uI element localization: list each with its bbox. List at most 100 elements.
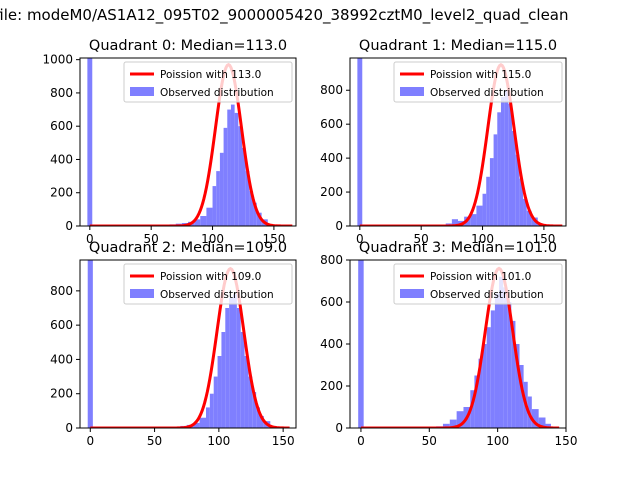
y-tick-label: 400 xyxy=(50,352,73,366)
histogram-bar xyxy=(229,297,233,428)
legend-box xyxy=(123,61,293,103)
x-tick-label: 50 xyxy=(414,232,429,246)
histogram-bar xyxy=(499,276,504,428)
histogram-bar xyxy=(486,176,490,226)
histogram-bar xyxy=(87,260,93,428)
y-tick-label: 800 xyxy=(50,284,73,298)
axes-frame xyxy=(79,57,297,227)
histogram-bar xyxy=(233,294,237,428)
histogram-bar xyxy=(500,97,505,226)
x-tick-label: 100 xyxy=(486,434,509,448)
histogram-bar xyxy=(523,198,527,226)
x-tick-label: 50 xyxy=(144,232,159,246)
legend-patch-swatch xyxy=(400,87,424,96)
legend: Poission with 113.0 Observed distribution xyxy=(123,61,293,103)
histogram-bar xyxy=(252,392,257,428)
histogram-bar xyxy=(476,205,483,226)
legend: Poission with 109.0 Observed distribution xyxy=(123,263,293,305)
y-tick-label: 600 xyxy=(50,318,73,332)
legend-box xyxy=(393,61,563,103)
histogram-bar xyxy=(249,191,254,226)
histogram-bar xyxy=(248,376,253,428)
legend-label: Observed distribution xyxy=(160,289,274,301)
y-tick-label: 400 xyxy=(320,151,343,165)
histogram-bar xyxy=(212,186,217,226)
subplot-quadrant-0: 0 50 100 150 0 200 400 600 800 1000 Quadrant 0: Me… xyxy=(42,38,297,246)
histogram-bar xyxy=(478,358,483,428)
histogram-bar xyxy=(486,327,491,428)
histogram-bar xyxy=(489,158,494,226)
subplot-quadrant-3: 0 50 100 150 0 200 400 600 800 Quadrant 3: Median… xyxy=(320,240,577,448)
fit-line xyxy=(359,63,563,226)
y-tick-label: 800 xyxy=(320,253,343,267)
x-tick-label: 100 xyxy=(207,434,230,448)
subplot-title: Quadrant 1: Median=115.0 xyxy=(359,38,557,54)
histogram-bar xyxy=(238,126,242,226)
histogram-bar xyxy=(193,422,200,428)
legend-label: Observed distribution xyxy=(430,87,544,99)
histogram-bar xyxy=(216,171,220,226)
histogram-bar xyxy=(242,147,246,226)
subplot-quadrant-1: 0 50 100 150 0 200 400 600 800 Quadrant 1: Median… xyxy=(320,38,567,246)
x-tick-label: 150 xyxy=(262,232,285,246)
histogram-bar xyxy=(194,219,201,226)
histogram-bar xyxy=(482,344,487,428)
legend: Poission with 101.0 Observed distribution xyxy=(393,263,563,305)
histogram-bar xyxy=(357,58,363,226)
histogram-bar xyxy=(227,109,231,226)
histogram-bar xyxy=(497,112,501,226)
y-tick-label: 400 xyxy=(50,152,73,166)
legend-label: Poission with 113.0 xyxy=(160,69,261,81)
x-tick-label: 0 xyxy=(86,434,94,448)
histogram-bar xyxy=(256,407,260,428)
plot-area xyxy=(87,58,293,226)
y-tick-label: 800 xyxy=(50,86,73,100)
subplot-quadrant-2: 0 50 100 150 0 200 400 600 800 Quadrant 2: Median… xyxy=(50,240,297,448)
figure-suptitle: n file: modeM0/AS1A12_095T02_9000005420_… xyxy=(0,6,569,24)
plot-area xyxy=(358,260,560,428)
x-tick-label: 150 xyxy=(272,434,295,448)
x-tick-label: 100 xyxy=(201,232,224,246)
histogram-bar xyxy=(519,178,524,226)
legend-box xyxy=(123,263,293,305)
histogram-bar xyxy=(260,416,264,428)
y-tick-label: 600 xyxy=(50,119,73,133)
x-tick-label: 150 xyxy=(555,434,578,448)
histogram-bar xyxy=(87,58,93,226)
histogram-bar xyxy=(482,193,487,226)
histogram-bar xyxy=(545,423,551,428)
y-tick-label: 600 xyxy=(320,295,343,309)
legend-patch-swatch xyxy=(130,87,154,96)
histogram-bar xyxy=(442,423,450,428)
histogram-bar xyxy=(493,134,498,226)
histogram-bar xyxy=(470,214,477,226)
histogram-bar xyxy=(358,260,364,428)
axes-frame xyxy=(349,57,567,227)
y-tick-label: 200 xyxy=(320,379,343,393)
histogram-bar xyxy=(451,219,458,226)
histogram-bar xyxy=(253,202,257,226)
subplot-title: Quadrant 3: Median=101.0 xyxy=(359,240,557,256)
x-tick-label: 0 xyxy=(357,434,365,448)
histogram-bar xyxy=(449,419,457,428)
histogram-bar xyxy=(206,407,210,428)
histogram-bar xyxy=(526,210,532,226)
fit-line xyxy=(89,62,293,226)
histogram-bar xyxy=(223,127,228,226)
histogram-bar xyxy=(512,130,516,226)
histogram-bar xyxy=(515,344,520,428)
histogram-bar xyxy=(456,411,464,428)
subplot-title: Quadrant 2: Median=109.0 xyxy=(89,240,287,256)
subplot-title: Quadrant 0: Median=113.0 xyxy=(89,38,287,54)
plot-area xyxy=(87,260,290,428)
y-tick-label: 0 xyxy=(335,421,343,435)
legend-patch-swatch xyxy=(130,289,154,298)
legend-label: Observed distribution xyxy=(430,289,544,301)
histogram-bar xyxy=(494,293,500,428)
x-tick-label: 100 xyxy=(471,232,494,246)
histogram-bar xyxy=(538,417,546,428)
y-tick-label: 1000 xyxy=(42,53,73,67)
legend-box xyxy=(393,263,563,305)
